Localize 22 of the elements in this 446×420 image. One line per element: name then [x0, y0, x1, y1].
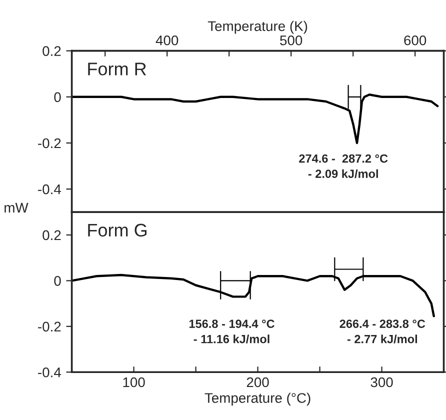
y-tick-label: -0.4 [38, 367, 61, 378]
y-tick-label: -0.4 [38, 184, 61, 194]
x-tick-label: 300 [370, 377, 393, 388]
y-axis-title: mW [4, 202, 28, 212]
y-tick-label: 0.2 [42, 230, 61, 240]
y-tick-label: 0 [54, 276, 61, 286]
x2-tick-label: 600 [404, 35, 426, 46]
x2-tick-label: 500 [280, 35, 302, 46]
text: Form G [88, 224, 147, 237]
annotation: 266.4 - 283.8 °C - 2.77 kJ/mol [340, 320, 426, 344]
y-tick-label: -0.2 [38, 138, 61, 148]
x-axis-title: Temperature (°C) [204, 392, 310, 406]
annotation: 156.8 - 194.4 °C - 11.16 kJ/mol [189, 320, 274, 344]
y-tick-label: 0.2 [42, 46, 61, 56]
y-tick-label: 0 [54, 92, 61, 102]
x2-axis-title: Temperature (K) [208, 20, 308, 34]
x-tick-label: 200 [246, 377, 269, 388]
x2-tick-label: 400 [156, 35, 178, 46]
text: Form R [88, 62, 146, 76]
annotation: 274.6 - 287.2 °C - 2.09 kJ/mol [299, 154, 388, 178]
y-tick-label: -0.2 [38, 322, 61, 332]
x-tick-label: 100 [123, 377, 145, 388]
